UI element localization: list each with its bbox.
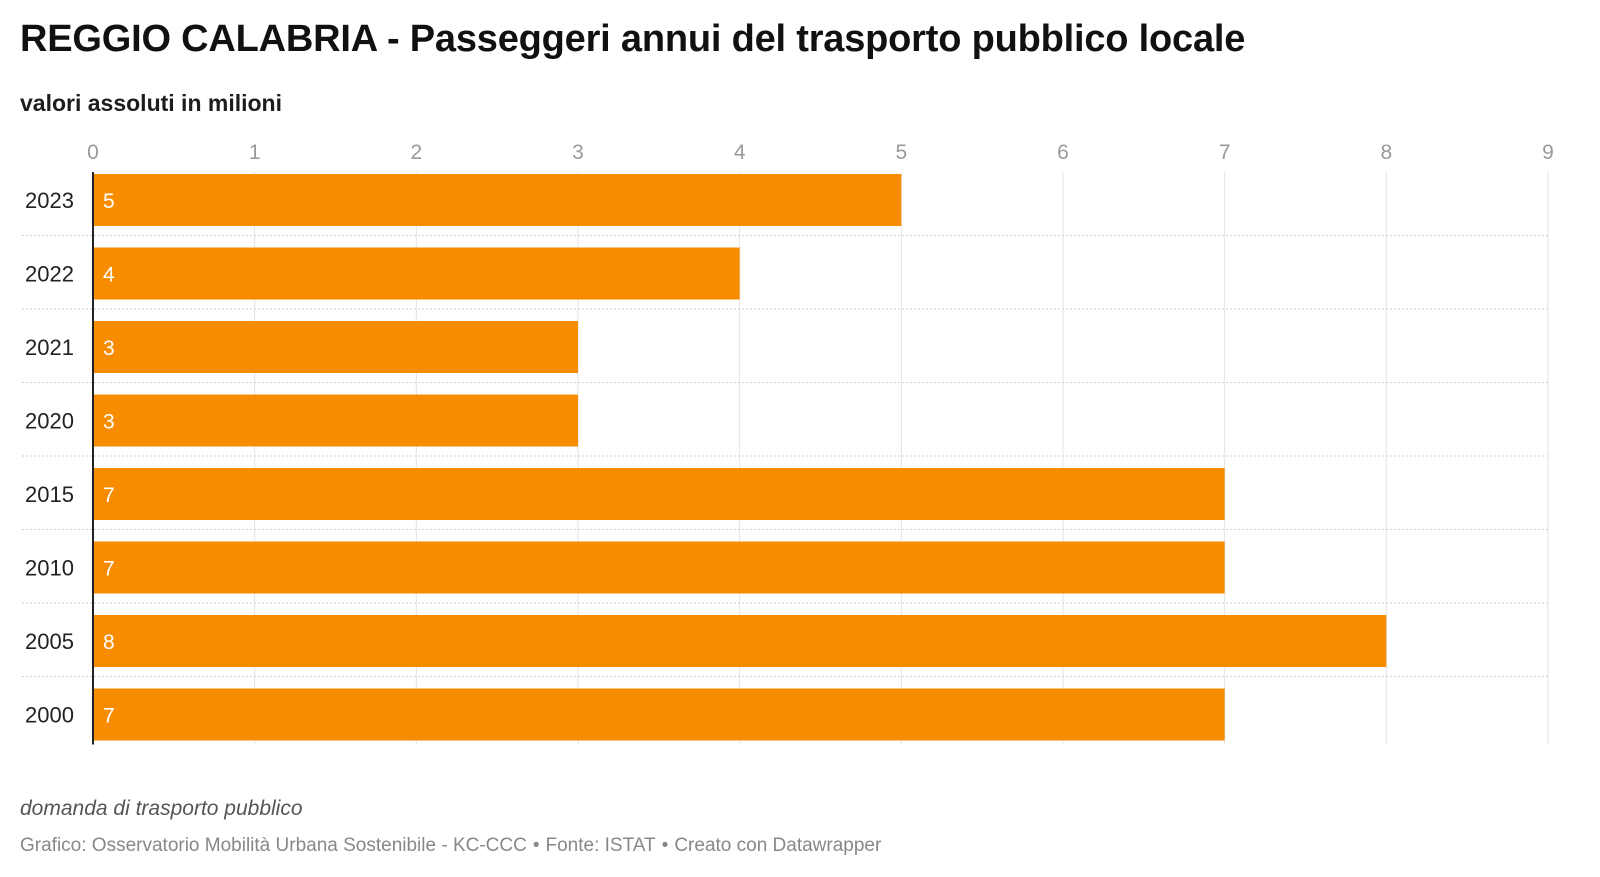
x-tick-label: 8 bbox=[1380, 141, 1392, 164]
x-tick-label: 0 bbox=[87, 141, 99, 164]
category-label: 2010 bbox=[25, 556, 74, 581]
bar bbox=[93, 541, 1225, 594]
bar-value-label: 4 bbox=[103, 264, 115, 287]
bar-value-label: 3 bbox=[103, 411, 115, 434]
x-tick-label: 6 bbox=[1057, 141, 1069, 164]
category-label: 2000 bbox=[25, 703, 74, 728]
bar-value-label: 7 bbox=[103, 484, 115, 507]
bar-value-label: 3 bbox=[103, 337, 115, 360]
category-label: 2005 bbox=[25, 629, 74, 654]
bar bbox=[93, 615, 1387, 667]
x-tick-label: 7 bbox=[1219, 141, 1231, 164]
bar-value-label: 7 bbox=[103, 558, 115, 581]
footer-credit: Grafico: Osservatorio Mobilità Urbana So… bbox=[20, 835, 527, 856]
footer-tool: Creato con Datawrapper bbox=[674, 835, 882, 856]
chart-note: domanda di trasporto pubblico bbox=[20, 797, 303, 820]
bar bbox=[93, 174, 902, 226]
bar bbox=[93, 688, 1225, 741]
category-label: 2020 bbox=[25, 409, 74, 434]
footer-separator: • bbox=[661, 835, 669, 856]
category-label: 2023 bbox=[25, 188, 74, 213]
category-label: 2022 bbox=[25, 262, 74, 287]
chart-footer: Grafico: Osservatorio Mobilità Urbana So… bbox=[20, 835, 881, 857]
bar bbox=[93, 247, 740, 300]
chart-title: REGGIO CALABRIA - Passeggeri annui del t… bbox=[20, 18, 1246, 60]
x-tick-label: 9 bbox=[1542, 141, 1554, 164]
bar-value-label: 5 bbox=[103, 190, 115, 213]
bar bbox=[93, 394, 578, 447]
bar-value-label: 7 bbox=[103, 705, 115, 728]
bar bbox=[93, 321, 578, 373]
bar-value-label: 8 bbox=[103, 631, 115, 654]
footer-separator: • bbox=[532, 835, 540, 856]
bar-chart: 0 1 2 3 4 5 6 7 8 9 2023 5 2022 4 2021 3 2020 3 2015 7 2010 7… bbox=[22, 141, 1554, 745]
category-label: 2021 bbox=[25, 335, 74, 360]
x-tick-label: 4 bbox=[734, 141, 746, 164]
x-tick-label: 5 bbox=[895, 141, 907, 164]
bar bbox=[93, 468, 1225, 520]
footer-source: Fonte: ISTAT bbox=[545, 835, 656, 856]
chart-subtitle: valori assoluti in milioni bbox=[20, 90, 282, 116]
x-tick-label: 1 bbox=[249, 141, 261, 164]
category-label: 2015 bbox=[25, 482, 74, 507]
x-tick-label: 3 bbox=[572, 141, 584, 164]
x-tick-label: 2 bbox=[410, 141, 422, 164]
